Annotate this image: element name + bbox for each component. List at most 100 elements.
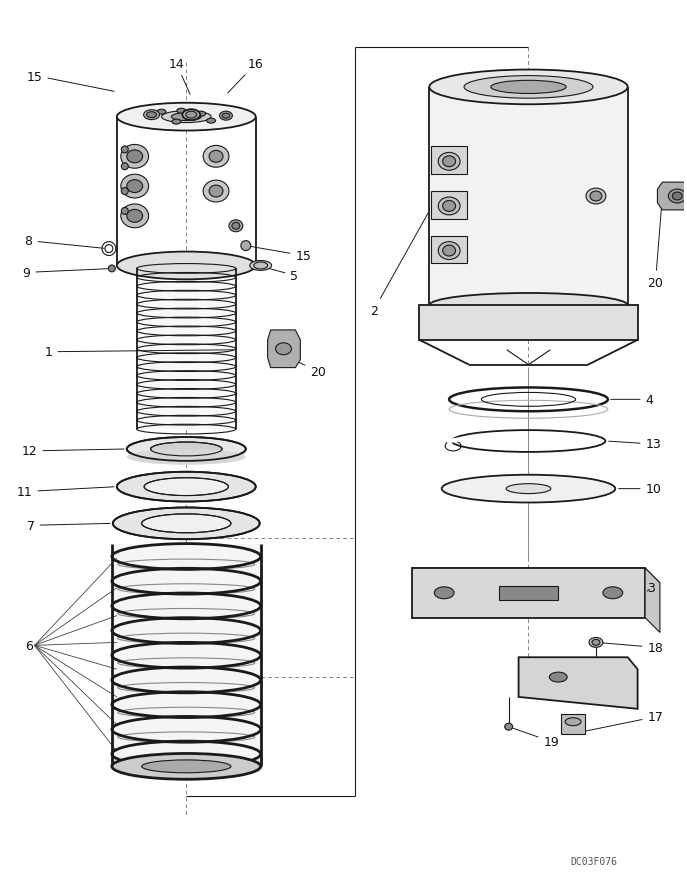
Ellipse shape xyxy=(438,243,460,260)
Ellipse shape xyxy=(172,120,181,125)
Bar xyxy=(431,147,467,175)
Text: 5: 5 xyxy=(260,267,298,283)
Bar xyxy=(561,714,585,734)
Text: 11: 11 xyxy=(16,486,114,499)
Ellipse shape xyxy=(127,449,246,465)
Ellipse shape xyxy=(127,210,143,223)
Polygon shape xyxy=(519,657,638,709)
Bar xyxy=(112,545,260,766)
Ellipse shape xyxy=(127,438,246,462)
Ellipse shape xyxy=(177,109,185,114)
Ellipse shape xyxy=(506,484,551,494)
Text: 4: 4 xyxy=(611,393,653,407)
Ellipse shape xyxy=(203,181,229,203)
Ellipse shape xyxy=(442,157,455,167)
Polygon shape xyxy=(412,568,645,618)
Ellipse shape xyxy=(171,113,201,121)
Ellipse shape xyxy=(113,508,260,540)
Text: 13: 13 xyxy=(609,438,662,451)
Ellipse shape xyxy=(121,175,148,198)
Ellipse shape xyxy=(592,640,600,646)
Text: 17: 17 xyxy=(576,711,664,734)
Ellipse shape xyxy=(222,114,230,119)
Ellipse shape xyxy=(142,760,231,773)
Text: 1: 1 xyxy=(45,346,233,359)
Ellipse shape xyxy=(442,245,455,257)
Polygon shape xyxy=(412,568,660,583)
Ellipse shape xyxy=(122,189,128,195)
Text: 10: 10 xyxy=(618,483,662,495)
Text: DC03F076: DC03F076 xyxy=(571,856,618,866)
Text: 8: 8 xyxy=(25,235,104,249)
Bar xyxy=(137,269,236,430)
Polygon shape xyxy=(657,183,687,211)
Ellipse shape xyxy=(438,198,460,215)
Ellipse shape xyxy=(220,112,232,121)
Text: 9: 9 xyxy=(23,267,111,280)
Ellipse shape xyxy=(182,110,200,121)
Bar xyxy=(429,88,628,306)
Ellipse shape xyxy=(434,587,454,599)
Text: 14: 14 xyxy=(168,58,190,95)
Ellipse shape xyxy=(117,253,256,280)
Ellipse shape xyxy=(207,119,216,124)
Ellipse shape xyxy=(185,112,196,119)
Text: 3: 3 xyxy=(647,581,655,595)
Text: 15: 15 xyxy=(249,247,311,263)
Ellipse shape xyxy=(438,153,460,171)
Ellipse shape xyxy=(491,82,566,95)
Ellipse shape xyxy=(232,223,240,230)
Ellipse shape xyxy=(442,201,455,212)
Ellipse shape xyxy=(196,112,205,117)
Text: 12: 12 xyxy=(22,445,124,458)
Ellipse shape xyxy=(565,718,581,726)
Ellipse shape xyxy=(122,164,128,170)
Text: 15: 15 xyxy=(27,72,114,92)
Ellipse shape xyxy=(241,241,251,252)
Ellipse shape xyxy=(550,672,567,682)
Ellipse shape xyxy=(121,205,148,229)
Ellipse shape xyxy=(250,261,271,271)
Ellipse shape xyxy=(209,152,223,163)
Ellipse shape xyxy=(442,475,616,503)
Ellipse shape xyxy=(429,71,628,105)
Ellipse shape xyxy=(590,192,602,202)
Ellipse shape xyxy=(505,723,513,730)
Ellipse shape xyxy=(150,442,222,456)
Ellipse shape xyxy=(209,186,223,198)
Text: 18: 18 xyxy=(598,641,664,654)
Bar xyxy=(499,587,559,600)
Ellipse shape xyxy=(117,104,256,131)
Ellipse shape xyxy=(589,638,603,648)
Ellipse shape xyxy=(673,193,682,201)
Polygon shape xyxy=(268,330,300,369)
Bar xyxy=(431,237,467,264)
Ellipse shape xyxy=(668,190,686,204)
Ellipse shape xyxy=(109,266,115,273)
Ellipse shape xyxy=(144,111,159,120)
Ellipse shape xyxy=(203,146,229,168)
Polygon shape xyxy=(419,306,638,340)
Text: 6: 6 xyxy=(25,639,32,652)
Ellipse shape xyxy=(429,293,628,318)
Bar xyxy=(431,192,467,220)
Text: 2: 2 xyxy=(370,214,428,317)
Ellipse shape xyxy=(127,151,143,164)
Text: 16: 16 xyxy=(228,58,264,94)
Ellipse shape xyxy=(117,472,256,502)
Text: 7: 7 xyxy=(27,519,110,532)
Ellipse shape xyxy=(254,262,268,269)
Ellipse shape xyxy=(112,754,260,780)
Polygon shape xyxy=(645,568,660,633)
Ellipse shape xyxy=(586,189,606,205)
Ellipse shape xyxy=(603,587,622,599)
Text: 20: 20 xyxy=(648,199,664,290)
Ellipse shape xyxy=(144,478,229,496)
Ellipse shape xyxy=(464,76,593,99)
Ellipse shape xyxy=(275,344,291,355)
Ellipse shape xyxy=(122,147,128,153)
Ellipse shape xyxy=(157,110,166,115)
Text: 20: 20 xyxy=(273,351,326,378)
Ellipse shape xyxy=(122,208,128,215)
Ellipse shape xyxy=(121,145,148,169)
